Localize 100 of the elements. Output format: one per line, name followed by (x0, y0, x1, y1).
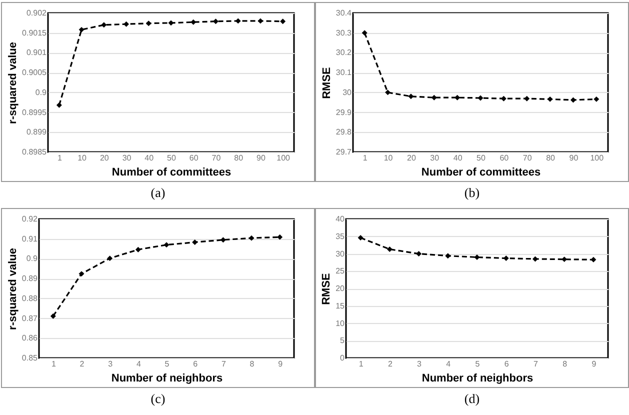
y-tick-label: 0.85 (22, 354, 38, 362)
x-tick-label: 100 (276, 154, 291, 162)
point (50, 313, 56, 319)
point (56, 102, 62, 108)
point (408, 94, 414, 100)
x-tick-label: 70 (212, 154, 222, 162)
x-tick-label: 1 (358, 360, 364, 368)
y-axis-title: r-squared value (6, 248, 19, 330)
point (190, 19, 196, 25)
x-tick-label: 30 (430, 154, 440, 162)
y-tick-label: 0.8995 (22, 108, 48, 117)
x-axis-title: Number of neighbors (422, 372, 534, 384)
y-tick-label: 0.9 (26, 254, 38, 264)
x-tick-label: 40 (144, 154, 154, 162)
y-tick-label: 25 (336, 266, 346, 276)
point (101, 22, 107, 28)
x-tick-label: 7 (221, 360, 226, 368)
y-tick-label: 5 (340, 336, 346, 346)
y-tick-label: 0.88 (22, 294, 38, 303)
y-tick-label: 30.1 (336, 68, 352, 78)
point (386, 246, 392, 252)
x-tick-label: 4 (136, 360, 142, 368)
x-tick-label: 10 (384, 154, 394, 162)
x-tick-label: 40 (453, 154, 463, 162)
point (168, 20, 174, 26)
y-tick-label: 0.86 (22, 334, 38, 343)
text: (a) (150, 185, 166, 201)
y-tick-label: 0.8985 (22, 148, 48, 156)
y-tick-label: 35 (336, 232, 346, 241)
point (78, 271, 84, 277)
y-tick-label: 30.4 (336, 8, 352, 18)
point (135, 246, 141, 252)
x-tick-label: 8 (562, 360, 568, 368)
y-tick-label: 30 (336, 249, 346, 258)
y-tick-label: 30 (342, 88, 352, 97)
y-tick-label: 0 (340, 354, 346, 362)
x-tick-label: 70 (522, 154, 532, 162)
point (277, 234, 283, 240)
y-tick-label: 40 (336, 214, 346, 224)
point (431, 94, 437, 100)
y-tick-label: 0.899 (26, 128, 48, 137)
x-tick-label: 1 (51, 360, 56, 368)
point (570, 97, 576, 103)
y-tick-label: 0.9015 (22, 28, 48, 38)
y-axis-title: RMSE (320, 273, 333, 305)
x-tick-label: 2 (388, 360, 393, 368)
y-axis-title: RMSE (320, 67, 333, 99)
x-axis-title: Number of committees (112, 166, 232, 178)
y-tick-label: 0.9005 (22, 68, 48, 78)
y-tick-label: 0.91 (22, 234, 38, 244)
point (590, 256, 596, 262)
point (416, 251, 422, 256)
y-tick-label: 15 (336, 301, 346, 310)
y-tick-label: 29.7 (336, 148, 352, 156)
point (478, 95, 484, 101)
x-tick-label: 7 (533, 360, 538, 368)
x-tick-label: 4 (446, 360, 452, 368)
y-tick-label: 0.9 (35, 88, 48, 97)
y-tick-label: 0.902 (26, 8, 48, 18)
x-tick-label: 60 (500, 154, 510, 162)
y-tick-label: 0.89 (22, 274, 38, 284)
x-tick-label: 9 (592, 360, 597, 368)
y-tick-label: 10 (336, 318, 346, 328)
y-tick-label: 20 (336, 284, 346, 293)
x-tick-label: 30 (122, 154, 132, 162)
point (124, 21, 130, 27)
point (146, 20, 152, 26)
x-tick-label: 3 (108, 360, 114, 368)
point (385, 90, 391, 96)
y-tick-label: 0.87 (22, 314, 38, 323)
x-tick-label: 90 (569, 154, 579, 162)
x-tick-label: 9 (278, 360, 284, 368)
point (280, 18, 286, 24)
y-tick-label: 29.8 (336, 128, 352, 137)
x-tick-label: 5 (475, 360, 480, 368)
point (445, 253, 451, 259)
point (78, 26, 84, 32)
point (358, 235, 364, 241)
text: (c) (150, 391, 166, 407)
point (474, 254, 480, 260)
x-tick-label: 100 (590, 154, 604, 162)
x-axis-title: Number of committees (421, 166, 541, 178)
text: (d) (463, 391, 481, 407)
point (220, 237, 226, 243)
y-tick-label: 29.9 (336, 108, 352, 117)
point (192, 239, 198, 245)
x-tick-label: 80 (234, 154, 244, 162)
point (107, 256, 113, 262)
x-tick-label: 50 (476, 154, 486, 162)
x-tick-label: 3 (417, 360, 422, 368)
point (524, 96, 530, 102)
x-tick-label: 60 (189, 154, 199, 162)
x-tick-label: 90 (256, 154, 266, 162)
x-tick-label: 20 (100, 154, 110, 162)
x-axis-title: Number of neighbors (111, 372, 223, 384)
x-tick-label: 50 (167, 154, 176, 162)
y-tick-label: 0.92 (22, 214, 38, 224)
y-tick-label: 30.3 (336, 28, 352, 38)
x-tick-label: 20 (407, 154, 416, 162)
x-tick-label: 2 (80, 360, 85, 368)
